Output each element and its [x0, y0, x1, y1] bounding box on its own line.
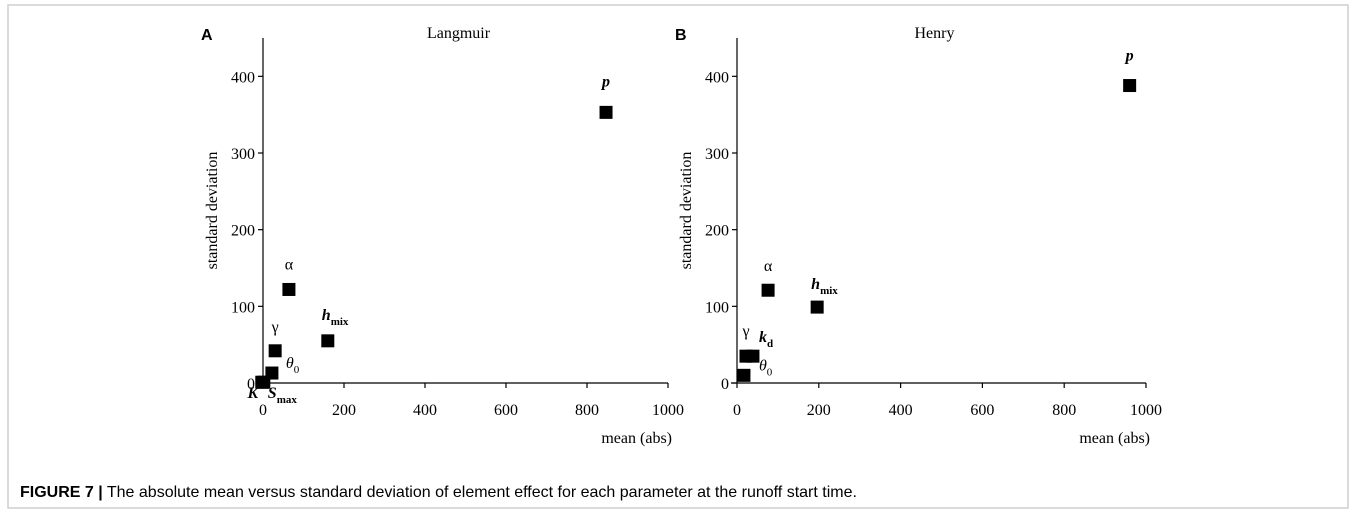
y-tick-label: 100: [705, 299, 729, 316]
point-label-text: γ: [271, 319, 279, 336]
point: [321, 334, 335, 348]
point-label: γ: [741, 323, 749, 340]
x-tick-label: 1000: [652, 402, 684, 419]
point: [257, 375, 271, 389]
point-label: kd: [759, 329, 773, 350]
caption-text: The absolute mean versus standard deviat…: [107, 484, 857, 501]
chart-title: Henry: [915, 25, 955, 42]
x-tick-label: 400: [413, 402, 437, 419]
point-label-text: h: [322, 307, 331, 324]
y-axis-title: standard deviation: [678, 152, 695, 270]
x-tick-label: 200: [807, 402, 831, 419]
point-label-sub: 0: [767, 366, 773, 378]
y-tick-label: 200: [705, 223, 729, 240]
caption: FIGURE 7 | The absolute mean versus stan…: [20, 484, 857, 501]
x-tick-label: 200: [332, 402, 356, 419]
y-tick-label: 0: [721, 376, 729, 393]
x-tick-label: 600: [494, 402, 518, 419]
point: [810, 300, 824, 314]
point-label: γ: [271, 319, 279, 336]
y-tick-label: 400: [231, 69, 255, 86]
point-label: hmix: [322, 307, 349, 328]
point: [282, 282, 296, 296]
point-label-text: K: [246, 385, 259, 402]
point: [737, 368, 751, 382]
point-label: hmix: [811, 276, 838, 297]
point-label-text: α: [764, 258, 773, 275]
point: [599, 105, 613, 119]
y-tick-label: 200: [231, 223, 255, 240]
point-label: α: [764, 258, 773, 275]
point-label-text: S: [268, 385, 277, 402]
caption-label: FIGURE 7 |: [20, 484, 103, 501]
point-label-sub: max: [277, 394, 298, 406]
point-label: K: [246, 385, 259, 402]
point: [761, 283, 775, 297]
point-label-text: p: [1124, 48, 1134, 65]
x-tick-label: 800: [1052, 402, 1076, 419]
panel-letter: A: [201, 27, 213, 44]
y-tick-label: 0: [247, 376, 255, 393]
x-tick-label: 0: [733, 402, 741, 419]
x-tick-label: 800: [575, 402, 599, 419]
x-tick-label: 1000: [1130, 402, 1162, 419]
point-label-text: θ: [759, 357, 767, 374]
x-tick-label: 400: [889, 402, 913, 419]
x-tick-label: 600: [970, 402, 994, 419]
point: [1123, 79, 1137, 93]
x-axis-title: mean (abs): [601, 430, 672, 447]
point-label: α: [285, 256, 294, 273]
y-tick-label: 400: [705, 69, 729, 86]
point-label-sub: 0: [294, 364, 300, 376]
point-label: Smax: [268, 385, 298, 406]
point-label-text: p: [600, 73, 610, 90]
point-label-text: θ: [286, 355, 294, 372]
point-label-text: h: [811, 276, 820, 293]
y-tick-label: 300: [705, 146, 729, 163]
point-label-text: α: [285, 256, 294, 273]
point-label-sub: d: [767, 338, 773, 350]
point-label: θ0: [759, 357, 773, 378]
point: [268, 344, 282, 358]
x-axis-title: mean (abs): [1079, 430, 1150, 447]
y-tick-label: 300: [231, 146, 255, 163]
y-tick-label: 100: [231, 299, 255, 316]
point: [746, 349, 760, 363]
point-label-sub: mix: [820, 285, 838, 297]
point-label-text: k: [759, 329, 767, 346]
point-label-sub: mix: [331, 316, 349, 328]
chart-title: Langmuir: [427, 25, 491, 42]
point-label-text: γ: [741, 323, 749, 340]
y-axis-title: standard deviation: [204, 152, 221, 270]
point-label: p: [1124, 48, 1134, 65]
x-tick-label: 0: [259, 402, 267, 419]
point-label: p: [600, 73, 610, 90]
panel-letter: B: [675, 27, 687, 44]
point-label: θ0: [286, 355, 300, 376]
figure-frame: [7, 4, 1349, 509]
